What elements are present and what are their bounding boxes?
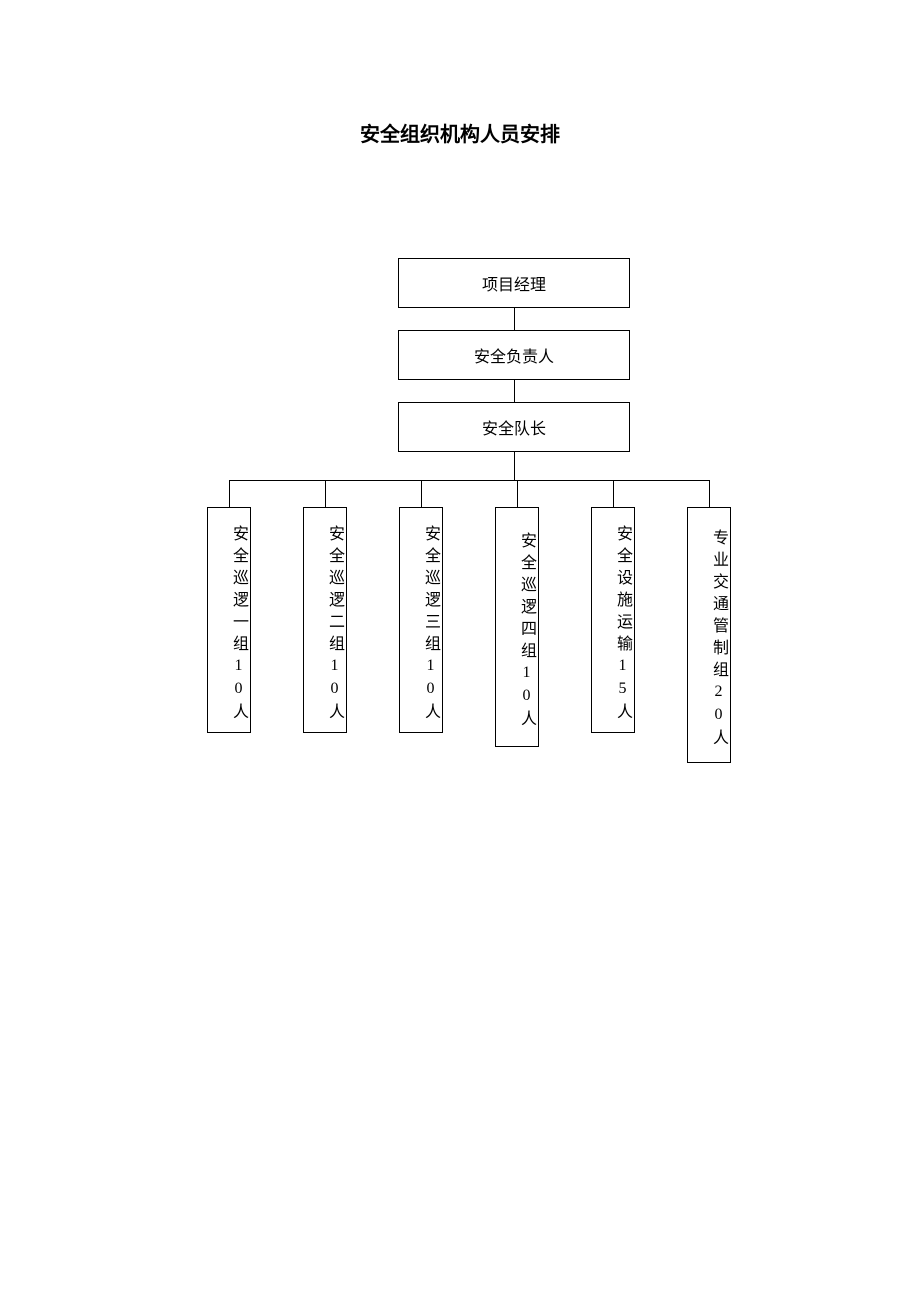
node-project-manager: 项目经理 <box>398 258 630 308</box>
connector <box>514 452 515 480</box>
node-patrol-group-3: 安全巡逻三组10人 <box>399 507 443 733</box>
node-label: 安全巡逻一组10人 <box>226 518 250 732</box>
connector <box>325 480 326 507</box>
connector <box>229 480 230 507</box>
node-patrol-group-2: 安全巡逻二组10人 <box>303 507 347 733</box>
node-patrol-group-1: 安全巡逻一组10人 <box>207 507 251 733</box>
connector <box>709 480 710 507</box>
connector <box>421 480 422 507</box>
node-label: 安全队长 <box>482 415 546 439</box>
node-traffic-control: 专业交通管制组20人 <box>687 507 731 763</box>
node-label: 安全巡逻二组10人 <box>322 518 346 732</box>
page-title: 安全组织机构人员安排 <box>0 118 920 147</box>
node-patrol-group-4: 安全巡逻四组10人 <box>495 507 539 747</box>
connector <box>514 380 515 402</box>
connector <box>517 480 518 507</box>
connector <box>613 480 614 507</box>
node-label: 安全设施运输15人 <box>610 518 634 732</box>
connector <box>514 308 515 330</box>
node-label: 安全巡逻四组10人 <box>514 518 538 746</box>
node-facility-transport: 安全设施运输15人 <box>591 507 635 733</box>
node-label: 安全巡逻三组10人 <box>418 518 442 732</box>
node-label: 安全负责人 <box>474 343 554 367</box>
node-safety-lead: 安全负责人 <box>398 330 630 380</box>
node-safety-captain: 安全队长 <box>398 402 630 452</box>
node-label: 项目经理 <box>482 271 546 295</box>
connector <box>229 480 709 481</box>
node-label: 专业交通管制组20人 <box>706 518 730 762</box>
